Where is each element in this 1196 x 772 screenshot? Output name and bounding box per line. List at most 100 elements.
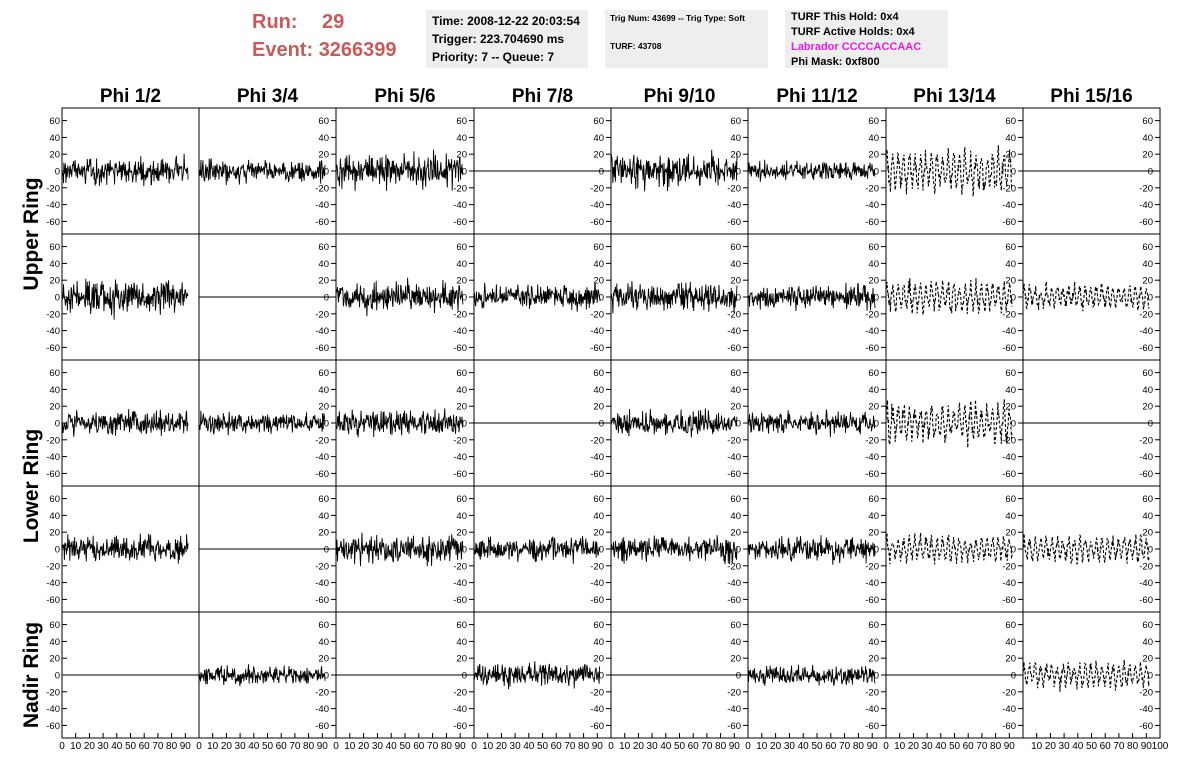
y-tick-label: -60 <box>453 217 467 228</box>
y-tick-label: -20 <box>315 435 329 446</box>
y-tick-label: 60 <box>593 620 604 631</box>
y-tick-label: -60 <box>1139 217 1153 228</box>
waveform-trace <box>335 149 464 192</box>
column-header-3: Phi 5/6 <box>374 86 435 107</box>
y-tick-label: -60 <box>46 721 60 732</box>
y-tick-label: -40 <box>453 578 467 589</box>
time-info-box: Time: 2008-12-22 20:03:54 Trigger: 223.7… <box>426 10 588 68</box>
column-header-1: Phi 1/2 <box>100 86 161 107</box>
y-tick-label: 40 <box>1142 511 1153 522</box>
y-tick-label: 60 <box>730 116 741 127</box>
y-tick-label: -20 <box>727 309 741 320</box>
y-tick-label: -20 <box>590 183 604 194</box>
y-tick-label: 0 <box>736 545 741 556</box>
y-tick-label: -40 <box>1139 326 1153 337</box>
y-tick-label: 20 <box>318 402 329 413</box>
y-tick-label: 20 <box>318 528 329 539</box>
y-tick-label: 40 <box>318 133 329 144</box>
y-tick-label: -60 <box>315 217 329 228</box>
y-tick-label: -60 <box>590 721 604 732</box>
y-tick-label: 0 <box>324 671 329 682</box>
waveform-trace <box>747 664 876 686</box>
x-tick-label: 60 <box>688 741 700 752</box>
x-tick-label: 70 <box>564 741 576 752</box>
y-tick-label: -40 <box>727 578 741 589</box>
y-tick-label: 20 <box>456 654 467 665</box>
y-tick-label: 0 <box>599 419 604 430</box>
y-tick-label: 60 <box>49 494 60 505</box>
y-tick-label: -20 <box>453 561 467 572</box>
y-tick-label: -40 <box>1139 704 1153 715</box>
turf-text: TURF: 43708 <box>610 41 662 51</box>
y-tick-label: -40 <box>1002 452 1016 463</box>
waveform-trace <box>335 532 464 567</box>
y-tick-label: 20 <box>868 150 879 161</box>
time-text: Time: 2008-12-22 20:03:54 <box>432 14 580 28</box>
x-tick-label: 60 <box>139 741 151 752</box>
y-tick-label: -60 <box>315 595 329 606</box>
waveform-trace <box>747 535 876 565</box>
y-tick-label: -40 <box>590 578 604 589</box>
y-tick-label: 40 <box>318 637 329 648</box>
y-tick-label: 20 <box>456 150 467 161</box>
x-tick-label: 100 <box>1152 741 1169 752</box>
x-tick-label: 60 <box>825 741 837 752</box>
y-tick-label: 20 <box>593 150 604 161</box>
y-tick-label: 20 <box>1142 528 1153 539</box>
y-tick-label: -60 <box>1002 469 1016 480</box>
x-tick-label: 70 <box>289 741 301 752</box>
y-tick-label: 20 <box>730 276 741 287</box>
x-tick-label: 30 <box>372 741 384 752</box>
y-tick-label: 60 <box>593 368 604 379</box>
y-tick-label: -60 <box>1002 721 1016 732</box>
y-tick-label: -40 <box>590 200 604 211</box>
y-tick-label: -60 <box>590 217 604 228</box>
x-tick-label: 60 <box>413 741 425 752</box>
x-tick-label: 40 <box>111 741 123 752</box>
dashed-waveform-trace <box>1022 279 1150 312</box>
y-tick-label: 40 <box>868 637 879 648</box>
y-tick-label: 0 <box>599 167 604 178</box>
y-tick-label: 40 <box>318 385 329 396</box>
y-tick-label: 60 <box>49 116 60 127</box>
y-tick-label: -20 <box>865 435 879 446</box>
x-tick-label: 70 <box>839 741 851 752</box>
y-tick-label: -20 <box>46 687 60 698</box>
y-tick-label: 0 <box>55 167 60 178</box>
y-tick-label: 0 <box>599 293 604 304</box>
x-tick-label: 10 <box>207 741 219 752</box>
y-tick-label: 20 <box>1005 150 1016 161</box>
phi-mask-text: Phi Mask: 0xf800 <box>791 56 880 68</box>
x-tick-label: 40 <box>935 741 947 752</box>
y-tick-label: -40 <box>46 452 60 463</box>
y-tick-label: -40 <box>865 200 879 211</box>
y-tick-label: -20 <box>590 309 604 320</box>
event-value: 3266399 <box>318 39 397 61</box>
x-tick-label: 80 <box>166 741 178 752</box>
waveform-trace <box>335 277 464 317</box>
x-tick-label: 50 <box>537 741 549 752</box>
x-tick-label: 30 <box>235 741 247 752</box>
x-tick-label: 20 <box>633 741 645 752</box>
x-tick-label: 80 <box>441 741 453 752</box>
y-tick-label: 20 <box>593 528 604 539</box>
y-tick-label: 60 <box>456 494 467 505</box>
y-tick-label: 40 <box>1142 133 1153 144</box>
y-tick-label: 40 <box>593 385 604 396</box>
y-tick-label: 40 <box>49 511 60 522</box>
x-tick-label: 80 <box>990 741 1002 752</box>
y-tick-label: 40 <box>1142 637 1153 648</box>
y-tick-label: 20 <box>456 528 467 539</box>
y-tick-label: -60 <box>865 595 879 606</box>
y-tick-label: -20 <box>1002 561 1016 572</box>
y-tick-label: 40 <box>49 637 60 648</box>
x-tick-label: 30 <box>922 741 934 752</box>
y-tick-label: 60 <box>1142 620 1153 631</box>
panel-r2-c7 <box>885 233 1024 361</box>
y-tick-label: -60 <box>46 217 60 228</box>
waveform-trace <box>198 158 326 186</box>
y-tick-label: -20 <box>865 687 879 698</box>
y-tick-label: -60 <box>1002 595 1016 606</box>
y-tick-label: 20 <box>318 276 329 287</box>
y-tick-label: 0 <box>599 545 604 556</box>
